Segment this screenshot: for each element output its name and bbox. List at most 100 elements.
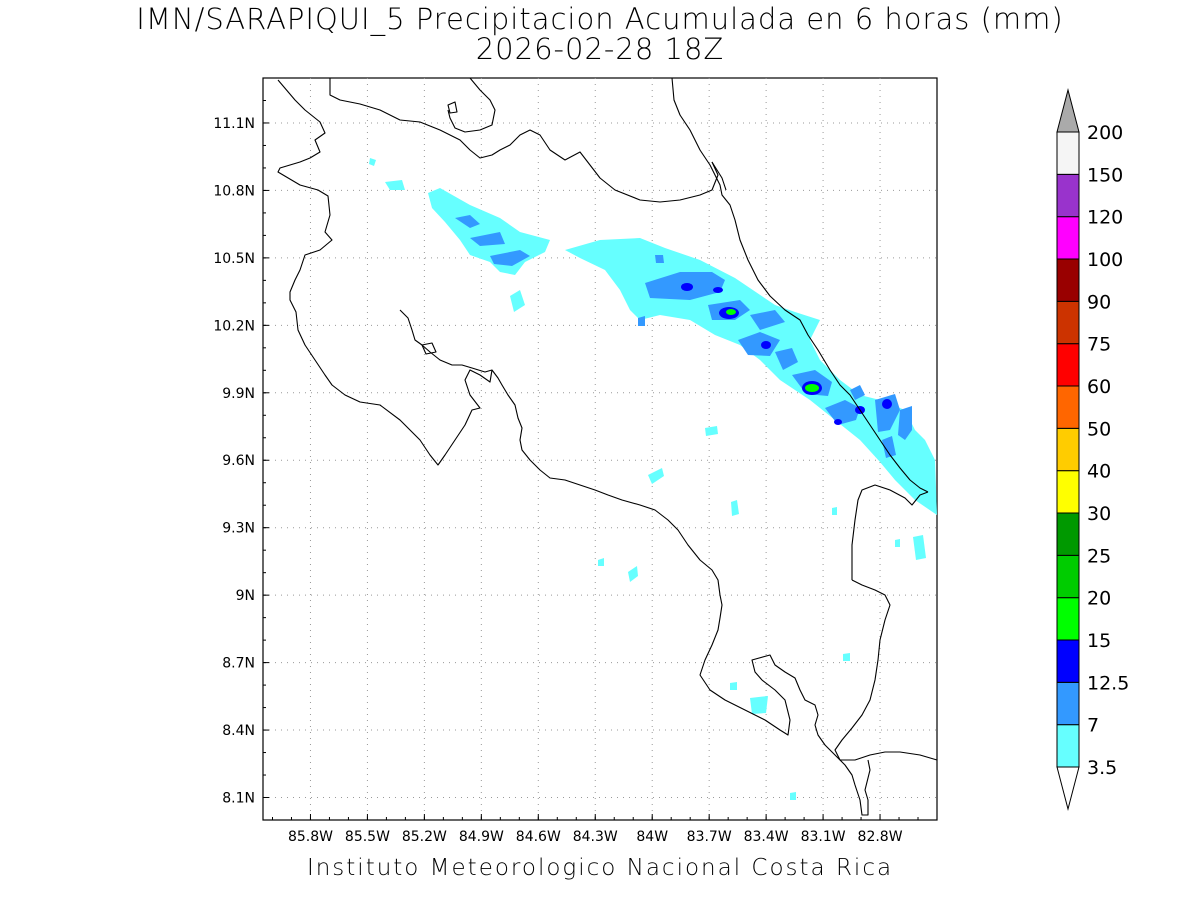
precip-area-blue [490, 250, 530, 266]
precip-area-cyan [843, 653, 850, 661]
colorbar-swatch [1056, 427, 1080, 472]
colorbar-label: 15 [1087, 630, 1111, 652]
lon-tick-label: 85.2W [402, 829, 447, 845]
precip-area-cyan [565, 238, 937, 515]
precip-area-blue [825, 400, 860, 425]
colorbar-label: 40 [1087, 461, 1111, 483]
colorbar-swatch [1056, 597, 1080, 641]
island [447, 101, 458, 114]
credit-footer: Instituto Meteorologico Nacional Costa R… [306, 855, 894, 881]
lon-tick-label: 84.3W [573, 829, 618, 845]
lat-tick-label: 8.4N [222, 723, 255, 739]
precip-area-darkblue [713, 287, 723, 293]
caribbean-coast [671, 77, 929, 493]
lat-tick-label: 10.5N [213, 251, 255, 267]
caribbean-coast-sub [711, 161, 727, 191]
panama-border [851, 484, 929, 580]
precip-area-cyan [628, 566, 638, 582]
colorbar-swatch [1056, 343, 1080, 387]
precip-area-cyan [385, 180, 405, 190]
precip-area-cyan [510, 290, 525, 312]
lon-tick-label: 85.5W [345, 829, 390, 845]
lon-tick-label: 84.6W [516, 829, 561, 845]
precip-area-cyan [731, 500, 739, 516]
lon-tick-label: 82.8W [858, 829, 903, 845]
pacific-coast [399, 309, 871, 816]
colorbar-swatch [1056, 258, 1080, 302]
colorbar-label: 7 [1087, 715, 1099, 737]
precip-area-blue [638, 316, 645, 326]
colorbar-over-triangle [1056, 88, 1080, 133]
colorbar-under-triangle [1056, 766, 1080, 811]
precip-area-blue [470, 232, 505, 246]
longitude-labels: 85.8W 85.5W 85.2W 84.9W 84.6W 84.3W 84W 83.7W 83… [263, 77, 938, 845]
precip-area-cyan [832, 507, 837, 515]
colorbar-label: 3.5 [1087, 757, 1117, 779]
lon-tick-label: 84.9W [459, 829, 504, 845]
colorbar-swatch [1056, 470, 1080, 514]
panama-coast [834, 579, 938, 761]
precip-area-blue [738, 332, 780, 356]
precip-area-darkblue [882, 399, 892, 409]
lat-tick-label: 9.6N [222, 453, 255, 469]
colorbar-label: 30 [1087, 503, 1111, 525]
lon-tick-label: 84W [636, 829, 668, 845]
precip-area-darkblue [761, 341, 771, 349]
coastline-borders [277, 77, 938, 816]
precip-area-cyan [790, 792, 796, 800]
precip-area-darkblue [681, 283, 693, 291]
map-datetime: 2026-02-28 18Z [475, 32, 725, 66]
precip-area-cyan [750, 696, 768, 714]
precip-area-cyan [730, 682, 737, 690]
map-title: IMN/SARAPIQUI_5 Precipitacion Acumulada … [136, 2, 1064, 36]
colorbar-swatch [1056, 300, 1080, 345]
lake-nicaragua-shore [277, 79, 493, 466]
north-lake-piece [447, 77, 496, 133]
precip-area-cyan [705, 426, 718, 436]
precip-area-cyan [913, 535, 926, 560]
precip-area-blue [850, 385, 865, 400]
precip-area-blue [775, 348, 798, 370]
precip-area-blue [655, 255, 664, 263]
precip-area-blue [898, 406, 912, 440]
colorbar-label: 20 [1087, 588, 1111, 610]
colorbar-swatch [1056, 724, 1080, 768]
lat-tick-label: 9.9N [222, 386, 255, 402]
lat-tick-label: 11.1N [213, 116, 255, 132]
colorbar-label: 120 [1087, 207, 1123, 229]
colorbar-label: 60 [1087, 376, 1111, 398]
precip-area-blue [455, 215, 480, 228]
colorbar-label: 12.5 [1087, 672, 1129, 694]
north-border [329, 78, 719, 203]
precip-area-green [726, 309, 736, 315]
precip-area-blue [875, 394, 900, 432]
precip-area-cyan [648, 468, 664, 484]
lat-tick-label: 9.3N [222, 521, 255, 537]
colorbar-swatch [1056, 512, 1080, 556]
precip-field [369, 158, 937, 800]
colorbar-swatch [1056, 131, 1080, 175]
colorbar-swatch [1056, 385, 1080, 429]
precip-area-darkblue [834, 419, 842, 425]
colorbar-label: 50 [1087, 418, 1111, 440]
colorbar-swatch [1056, 173, 1080, 218]
colorbar-swatch [1056, 639, 1080, 683]
colorbar-swatch [1056, 681, 1080, 726]
precip-area-cyan [895, 539, 900, 547]
lon-tick-label: 83.1W [801, 829, 846, 845]
lon-tick-label: 85.8W [288, 829, 333, 845]
lon-tick-label: 83.7W [687, 829, 732, 845]
lat-tick-label: 9N [236, 588, 255, 604]
colorbar-swatch [1056, 554, 1080, 599]
precip-area-blue [882, 436, 896, 458]
colorbar-label: 90 [1087, 291, 1111, 313]
precip-area-cyan [369, 158, 376, 166]
small-island [421, 342, 437, 355]
lat-tick-label: 8.1N [222, 791, 255, 807]
map-frame [262, 77, 938, 821]
lon-tick-label: 83.4W [744, 829, 789, 845]
colorbar-label: 25 [1087, 545, 1111, 567]
colorbar-label: 200 [1087, 122, 1123, 144]
colorbar-label: 150 [1087, 164, 1123, 186]
